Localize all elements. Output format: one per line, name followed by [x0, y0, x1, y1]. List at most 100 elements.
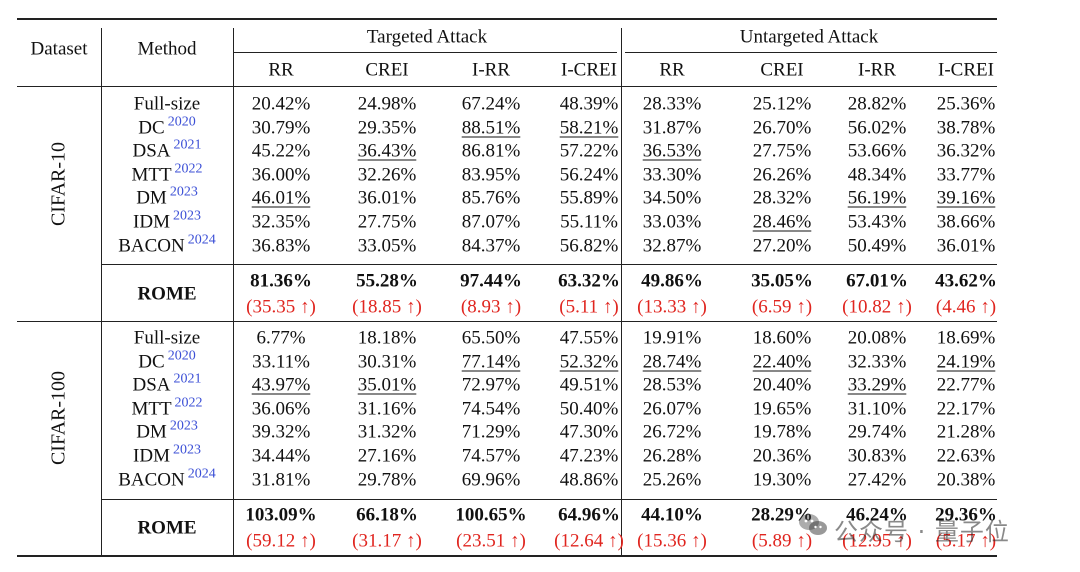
citation-year: 2021 [173, 371, 202, 387]
table-cell: 29.78% [357, 469, 417, 491]
table-cell: 20.36% [752, 445, 812, 467]
bottom-rule [17, 555, 997, 557]
method-name: DC 2020 [138, 115, 195, 138]
header-method: Method [137, 38, 197, 60]
table-cell: 29.35% [357, 117, 417, 139]
table-cell: 19.78% [752, 421, 812, 443]
column-header-untargeted-crei: CREI [760, 59, 804, 81]
rome-value-cell: 97.44% [460, 270, 522, 292]
table-cell: 36.01% [936, 235, 996, 257]
vrule-dataset [101, 28, 102, 556]
table-cell: 65.50% [461, 327, 521, 349]
table-cell: 45.22% [251, 140, 311, 162]
column-header-targeted-i-crei: I-CREI [561, 59, 617, 81]
table-cell: 57.22% [559, 140, 619, 162]
rome-value-cell: 28.29% [751, 504, 813, 526]
table-cell: 30.31% [357, 351, 417, 373]
table-cell: 46.01% [251, 187, 311, 209]
citation-year: 2023 [169, 418, 198, 434]
table-cell: 26.26% [752, 164, 812, 186]
table-cell: 53.43% [847, 211, 907, 233]
rome-gain-cell: (10.82 ↑) [842, 296, 912, 318]
method-label: MTT [131, 164, 172, 186]
table-cell: 21.28% [936, 421, 996, 443]
table-cell: 53.66% [847, 140, 907, 162]
table-cell: 35.01% [357, 374, 417, 396]
table-cell: 49.51% [559, 374, 619, 396]
table-cell: 28.74% [642, 351, 702, 373]
method-label: BACON [118, 469, 185, 491]
citation-year: 2021 [173, 137, 202, 153]
wechat-icon [799, 514, 827, 535]
rome-gain-cell: (31.17 ↑) [352, 530, 422, 552]
group-header-rule-right [625, 52, 997, 53]
rome-separator-1 [101, 264, 997, 265]
table-cell: 48.34% [847, 164, 907, 186]
method-label: DSA [132, 374, 171, 396]
citation-year: 2024 [187, 232, 216, 248]
results-table: Dataset Method Targeted Attack Untargete… [17, 0, 997, 572]
method-name: DC 2020 [138, 349, 195, 372]
header-bottom-rule [17, 86, 997, 87]
table-cell: 27.75% [357, 211, 417, 233]
method-label: IDM [133, 211, 170, 233]
table-cell: 31.32% [357, 421, 417, 443]
citation-year: 2023 [172, 442, 201, 458]
rome-method-label: ROME [137, 283, 197, 305]
table-cell: 33.11% [252, 351, 310, 373]
table-cell: 43.97% [251, 374, 311, 396]
table-cell: 18.18% [357, 327, 417, 349]
method-name: BACON 2024 [118, 467, 216, 491]
table-cell: 86.81% [461, 140, 521, 162]
table-cell: 47.30% [559, 421, 619, 443]
table-cell: 6.77% [256, 327, 306, 349]
table-cell: 30.79% [251, 117, 311, 139]
table-cell: 55.89% [559, 187, 619, 209]
table-cell: 18.69% [936, 327, 996, 349]
citation-year: 2020 [167, 348, 196, 364]
table-cell: 20.38% [936, 469, 996, 491]
method-name: DM 2023 [136, 419, 198, 442]
table-cell: 28.46% [752, 211, 812, 233]
table-cell: 25.26% [642, 469, 702, 491]
method-label: Full-size [133, 93, 201, 115]
method-label: Full-size [133, 327, 201, 349]
vrule-method [233, 28, 234, 556]
table-cell: 33.05% [357, 235, 417, 257]
table-cell: 20.40% [752, 374, 812, 396]
table-cell: 32.26% [357, 164, 417, 186]
table-cell: 47.55% [559, 327, 619, 349]
column-header-targeted-rr: RR [268, 59, 294, 81]
table-cell: 34.44% [251, 445, 311, 467]
citation-year: 2023 [172, 208, 201, 224]
method-label: DM [136, 187, 167, 209]
table-cell: 58.21% [559, 117, 619, 139]
rome-gain-cell: (5.11 ↑) [559, 296, 619, 318]
table-cell: 85.76% [461, 187, 521, 209]
table-cell: 32.33% [847, 351, 907, 373]
table-cell: 28.82% [847, 93, 907, 115]
table-cell: 36.83% [251, 235, 311, 257]
table-cell: 56.02% [847, 117, 907, 139]
dataset-label: CIFAR-10 [47, 141, 70, 227]
header-untargeted-attack: Untargeted Attack [739, 26, 879, 48]
citation-year: 2022 [174, 161, 203, 177]
table-cell: 26.72% [642, 421, 702, 443]
table-cell: 26.70% [752, 117, 812, 139]
column-header-untargeted-i-crei: I-CREI [938, 59, 994, 81]
citation-year: 2022 [174, 395, 203, 411]
rome-gain-cell: (5.89 ↑) [751, 530, 813, 552]
method-label: IDM [133, 445, 170, 467]
wechat-watermark: 公众号 · 量子位 [798, 508, 1058, 548]
table-cell: 88.51% [461, 117, 521, 139]
rome-value-cell: 43.62% [935, 270, 997, 292]
method-name: BACON 2024 [118, 233, 216, 256]
table-cell: 30.83% [847, 445, 907, 467]
table-cell: 32.87% [642, 235, 702, 257]
method-name: DM 2023 [136, 185, 198, 209]
rome-value-cell: 55.28% [356, 270, 418, 292]
table-cell: 56.19% [847, 187, 907, 209]
table-cell: 39.32% [251, 421, 311, 443]
header-dataset: Dataset [30, 38, 88, 60]
citation-year: 2024 [187, 466, 216, 482]
